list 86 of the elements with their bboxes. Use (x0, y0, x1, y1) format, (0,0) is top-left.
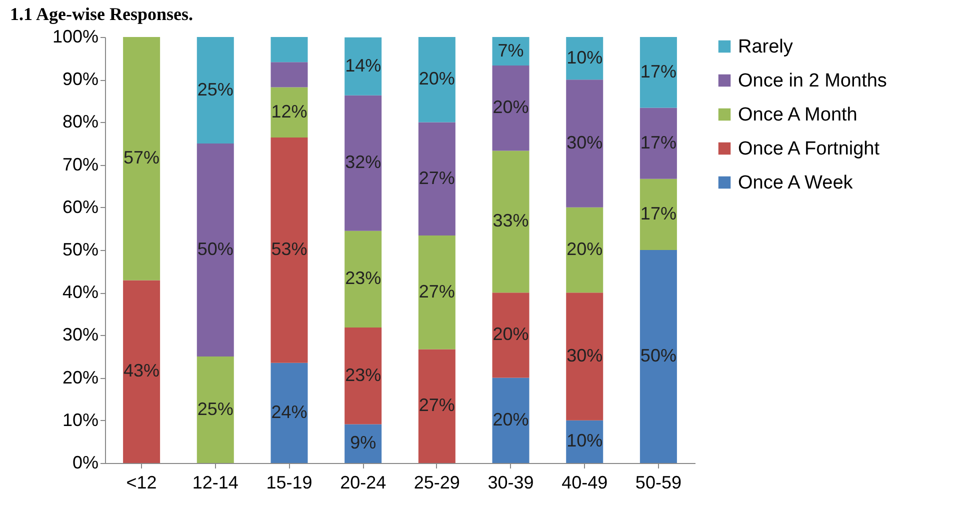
x-tick-label: 40-49 (562, 472, 608, 492)
x-tick-label: <12 (126, 472, 157, 492)
x-tick-label: 12-14 (192, 472, 238, 492)
bar (270, 362, 308, 463)
bar (344, 37, 382, 96)
bar (270, 62, 308, 88)
data-label: 43% (124, 360, 160, 381)
y-tick-label: 20% (62, 367, 98, 388)
data-label: 27% (418, 395, 455, 416)
data-label: 33% (492, 210, 529, 231)
x-tick-label: 50-59 (635, 472, 682, 492)
data-label: 27% (418, 281, 455, 302)
y-tick-label: 70% (62, 154, 98, 174)
x-tick-label: 20-24 (340, 472, 386, 492)
bar (640, 108, 677, 179)
y-tick-label: 80% (62, 112, 98, 132)
bar (196, 144, 234, 356)
data-label: 20% (566, 239, 603, 259)
bar (270, 87, 308, 138)
legend-label: Once in 2 Months (738, 70, 887, 92)
bar (270, 138, 308, 363)
data-label: 17% (640, 61, 676, 82)
data-label: 23% (345, 268, 382, 288)
bar (418, 37, 456, 122)
data-label: 7% (498, 40, 524, 60)
bar (196, 37, 234, 144)
bar (566, 207, 604, 293)
bar (566, 292, 604, 420)
data-label: 27% (418, 168, 455, 188)
y-tick-label: 0% (72, 452, 98, 472)
y-tick-label: 60% (62, 196, 98, 217)
bar (492, 378, 530, 463)
data-label: 12% (271, 101, 308, 122)
data-label: 14% (345, 55, 382, 76)
data-label: 17% (640, 132, 676, 152)
bar (640, 37, 677, 108)
bar (492, 150, 530, 293)
data-label: 20% (418, 68, 455, 89)
data-label: 24% (271, 402, 308, 422)
bar (492, 66, 530, 151)
data-label: 20% (492, 97, 529, 118)
data-label: 30% (566, 346, 603, 366)
bar (640, 178, 677, 250)
data-label: 32% (345, 152, 382, 172)
chart-title: 1.1 Age-wise Responses. (10, 4, 193, 24)
bar (344, 95, 382, 231)
bar (123, 280, 160, 463)
bar (344, 328, 382, 424)
y-tick-label: 90% (62, 69, 98, 90)
legend-label: Rarely (738, 36, 794, 58)
bar (492, 292, 530, 378)
y-tick-label: 50% (62, 240, 98, 260)
bar (418, 236, 456, 350)
data-label: 9% (350, 432, 376, 453)
bar (344, 230, 382, 328)
data-label: 23% (345, 364, 382, 385)
bar (566, 80, 604, 208)
data-label: 25% (197, 79, 234, 100)
y-tick-label: 40% (62, 282, 98, 302)
bar (418, 349, 456, 463)
bar (640, 250, 677, 463)
data-label: 50% (640, 346, 676, 366)
data-label: 20% (492, 409, 529, 430)
y-tick-label: 30% (62, 324, 98, 345)
x-tick-label: 15-19 (266, 472, 312, 492)
bar (196, 356, 234, 463)
legend-label: Once A Fortnight (738, 138, 880, 160)
x-tick-label: 25-29 (414, 472, 460, 492)
x-tick-label: 30-39 (488, 472, 534, 492)
data-label: 50% (197, 239, 234, 259)
bar (270, 37, 308, 62)
data-label: 25% (197, 398, 234, 419)
data-label: 53% (271, 239, 308, 260)
bar (418, 122, 456, 236)
legend-label: Once A Month (738, 104, 858, 126)
data-label: 30% (566, 132, 603, 152)
data-label: 20% (492, 324, 529, 344)
data-label: 10% (566, 47, 603, 68)
data-label: 57% (124, 148, 160, 168)
bar (123, 37, 160, 280)
data-label: 17% (640, 203, 676, 224)
y-tick-label: 10% (62, 410, 98, 430)
y-tick-label: 100% (52, 26, 98, 46)
data-label: 10% (566, 430, 603, 451)
bar (344, 424, 382, 463)
legend-label: Once A Week (738, 172, 854, 194)
